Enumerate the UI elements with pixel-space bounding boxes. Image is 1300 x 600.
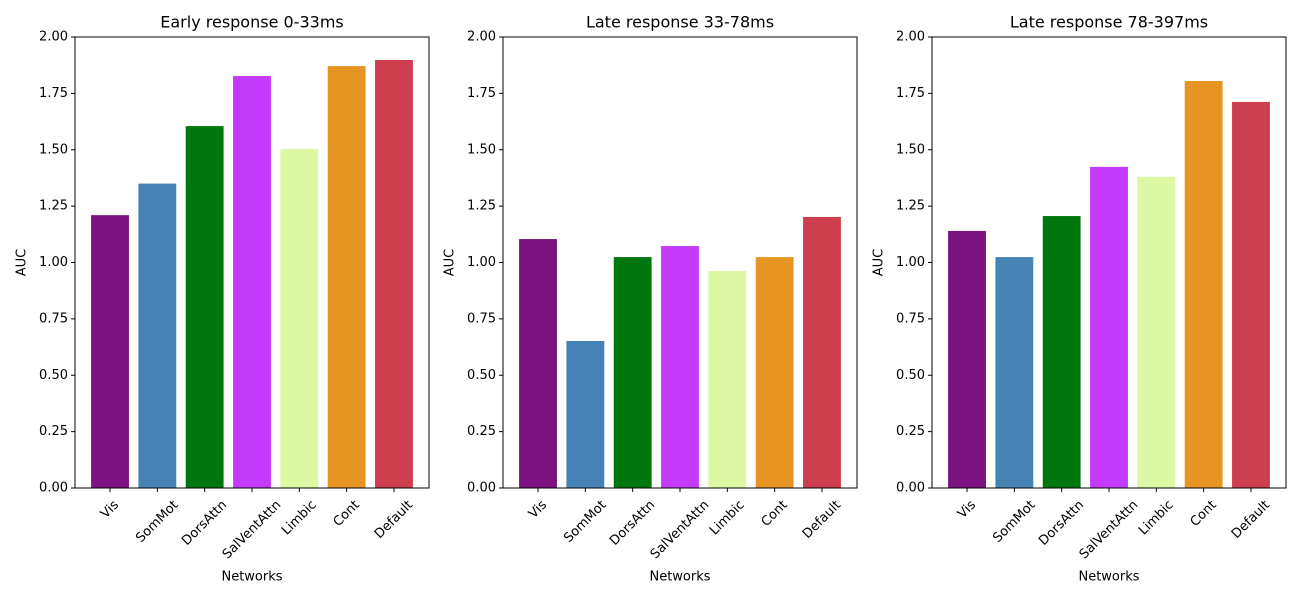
y-tick-label: 0.75 [896,311,925,326]
y-axis-label: AUC [15,249,30,277]
y-tick-label: 2.00 [467,30,496,45]
bar [803,216,841,488]
bar [375,60,413,488]
x-tick-label: Limbic [707,498,748,539]
axes-frame [931,36,1287,489]
x-axis-label: Networks [649,570,710,585]
y-tick-label: 0.25 [896,424,925,439]
bar [1090,166,1128,488]
y-tick-label: 0.50 [467,368,496,383]
bar [948,230,986,488]
x-tick-label: SomMot [133,498,181,546]
x-axis-label: Networks [1078,570,1139,585]
y-tick-label: 0.00 [896,481,925,496]
y-tick-label: 1.50 [467,142,496,157]
bar [91,215,129,488]
y-tick-label: 1.75 [896,86,925,101]
x-tick-label: Default [800,498,844,542]
x-tick-label: SomMot [561,498,609,546]
x-tick-label: Limbic [279,498,320,539]
y-tick-label: 1.00 [39,255,68,270]
bar [661,246,699,488]
y-tick-label: 1.25 [39,199,68,214]
bar [708,271,747,488]
bar [1184,80,1223,488]
y-axis-label: AUC [872,249,887,277]
bar [1042,216,1081,488]
y-tick-label: 2.00 [896,30,925,45]
y-tick-label: 0.50 [39,368,68,383]
bar [1232,101,1270,488]
x-tick-label: Default [1229,498,1273,542]
y-tick-label: 1.25 [896,199,925,214]
y-tick-label: 1.75 [467,86,496,101]
bar [519,239,557,488]
y-tick-label: 2.00 [39,30,68,45]
x-tick-label: Cont [331,498,363,530]
x-tick-label: DorsAttn [1036,498,1087,549]
x-tick-label: Vis [98,498,122,522]
y-tick-label: 0.00 [467,481,496,496]
x-tick-label: Vis [526,498,550,522]
x-tick-label: SomMot [990,498,1038,546]
bar [613,257,652,488]
bar [138,183,177,488]
bar [327,66,366,488]
bar [755,257,794,488]
axes-frame [74,36,430,489]
x-tick-label: Cont [1188,498,1220,530]
y-tick-label: 1.00 [467,255,496,270]
y-tick-label: 0.75 [39,311,68,326]
axes-frame [502,36,858,489]
x-tick-label: Limbic [1136,498,1177,539]
y-tick-label: 1.50 [39,142,68,157]
x-tick-label: SalVentAttn [220,498,284,562]
y-tick-label: 0.50 [896,368,925,383]
y-tick-label: 1.75 [39,86,68,101]
bar [185,126,224,488]
x-tick-label: Vis [955,498,979,522]
y-tick-label: 0.25 [39,424,68,439]
y-tick-label: 0.75 [467,311,496,326]
chart-title: Early response 0-33ms [160,13,343,32]
bar [566,340,605,488]
bar [1137,176,1176,488]
y-tick-label: 0.00 [39,481,68,496]
x-tick-label: Cont [759,498,791,530]
y-tick-label: 1.25 [467,199,496,214]
bar [233,76,271,488]
bar [995,257,1034,488]
y-tick-label: 1.50 [896,142,925,157]
chart-title: Late response 78-397ms [1010,13,1208,32]
x-tick-label: SalVentAttn [1077,498,1141,562]
y-tick-label: 1.00 [896,255,925,270]
x-axis-label: Networks [221,570,282,585]
x-tick-label: Default [372,498,416,542]
chart-title: Late response 33-78ms [586,13,774,32]
y-axis-label: AUC [443,249,458,277]
x-tick-label: SalVentAttn [648,498,712,562]
y-tick-label: 0.25 [467,424,496,439]
bar [280,149,319,489]
x-tick-label: DorsAttn [607,498,658,549]
x-tick-label: DorsAttn [179,498,230,549]
